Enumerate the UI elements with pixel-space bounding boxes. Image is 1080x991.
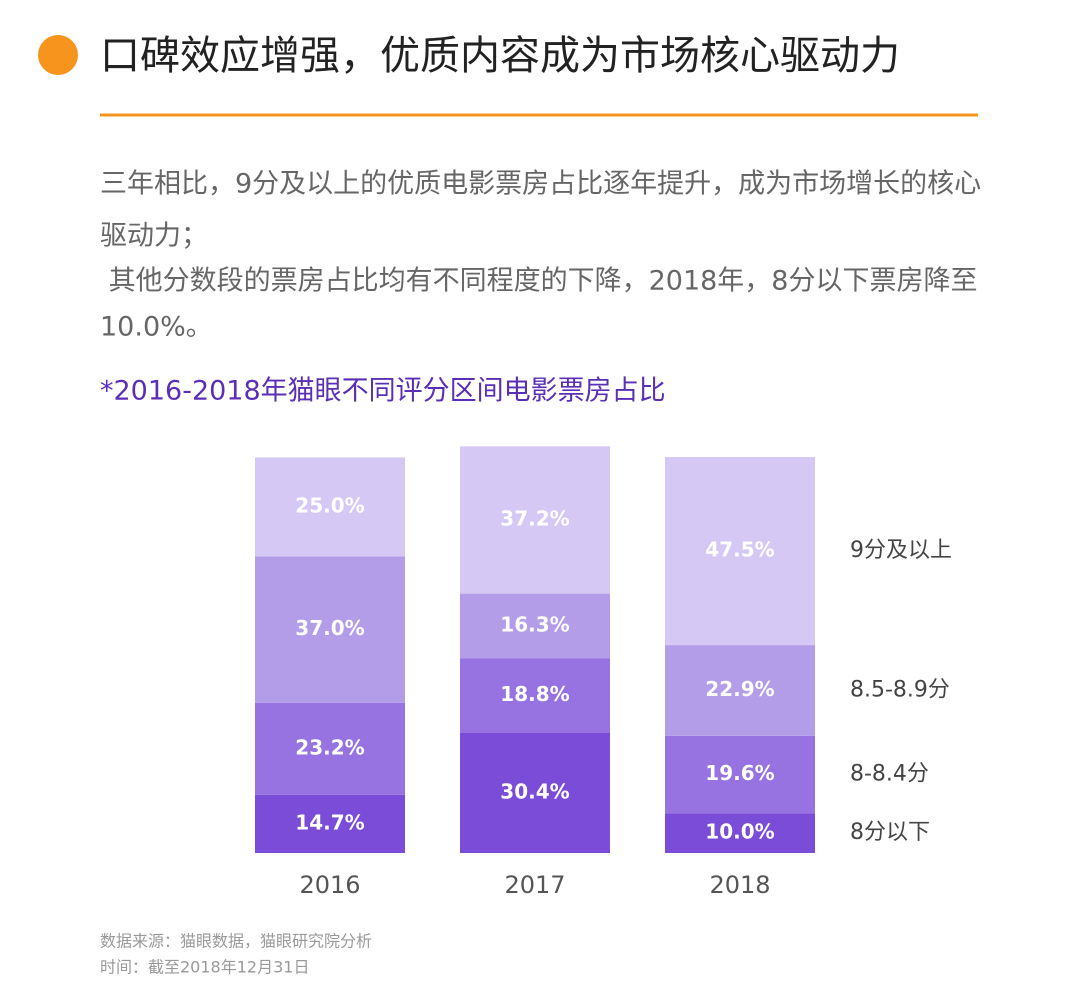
value-label: 19.6% [705, 761, 774, 785]
bar-segment [255, 794, 405, 853]
bar-segment [460, 732, 610, 853]
legend-label: 8.5-8.9分 [850, 677, 950, 702]
description-line: 三年相比，9分及以上的优质电影票房占比逐年提升，成为市场增长的核心 [100, 169, 981, 200]
value-label: 37.2% [500, 506, 569, 530]
value-label: 16.3% [500, 612, 569, 636]
title: 口碑效应增强，优质内容成为市场核心驱动力 [100, 33, 900, 79]
bar-segment [665, 735, 815, 814]
chart-title: *2016-2018年猫眼不同评分区间电影票房占比 [100, 376, 666, 407]
source: 数据来源：猫眼数据，猫眼研究院分析 [100, 932, 372, 951]
bar-segment [460, 593, 610, 659]
description-line: 10.0%。 [100, 312, 213, 343]
legend-label: 9分及以上 [850, 538, 952, 563]
value-label: 47.5% [705, 538, 774, 562]
value-label: 25.0% [295, 493, 364, 517]
legend-label: 8-8.4分 [850, 762, 929, 787]
value-label: 10.0% [705, 820, 774, 844]
bar-segment [255, 457, 405, 557]
x-tick-label: 2017 [504, 871, 565, 899]
bar-segment [255, 556, 405, 703]
legend-label: 8分以下 [850, 820, 930, 845]
x-tick-label: 2016 [299, 871, 360, 899]
value-label: 18.8% [500, 682, 569, 706]
bar-segment [255, 702, 405, 795]
bullet [38, 35, 78, 75]
bar-segment [460, 658, 610, 733]
source-date: 时间：截至2018年12月31日 [100, 958, 309, 977]
x-tick-label: 2018 [709, 871, 770, 899]
bar-segment [665, 457, 815, 646]
value-label: 22.9% [705, 677, 774, 701]
description-line: 其他分数段的票房占比均有不同程度的下降，2018年，8分以下票房降至 [100, 266, 977, 297]
bar-segment [665, 813, 815, 853]
bar-segment [665, 645, 815, 736]
value-label: 23.2% [295, 735, 364, 759]
description-line: 驱动力； [100, 221, 208, 252]
value-label: 14.7% [295, 810, 364, 834]
bar-segment [460, 446, 610, 594]
value-label: 37.0% [295, 616, 364, 640]
value-label: 30.4% [500, 779, 569, 803]
